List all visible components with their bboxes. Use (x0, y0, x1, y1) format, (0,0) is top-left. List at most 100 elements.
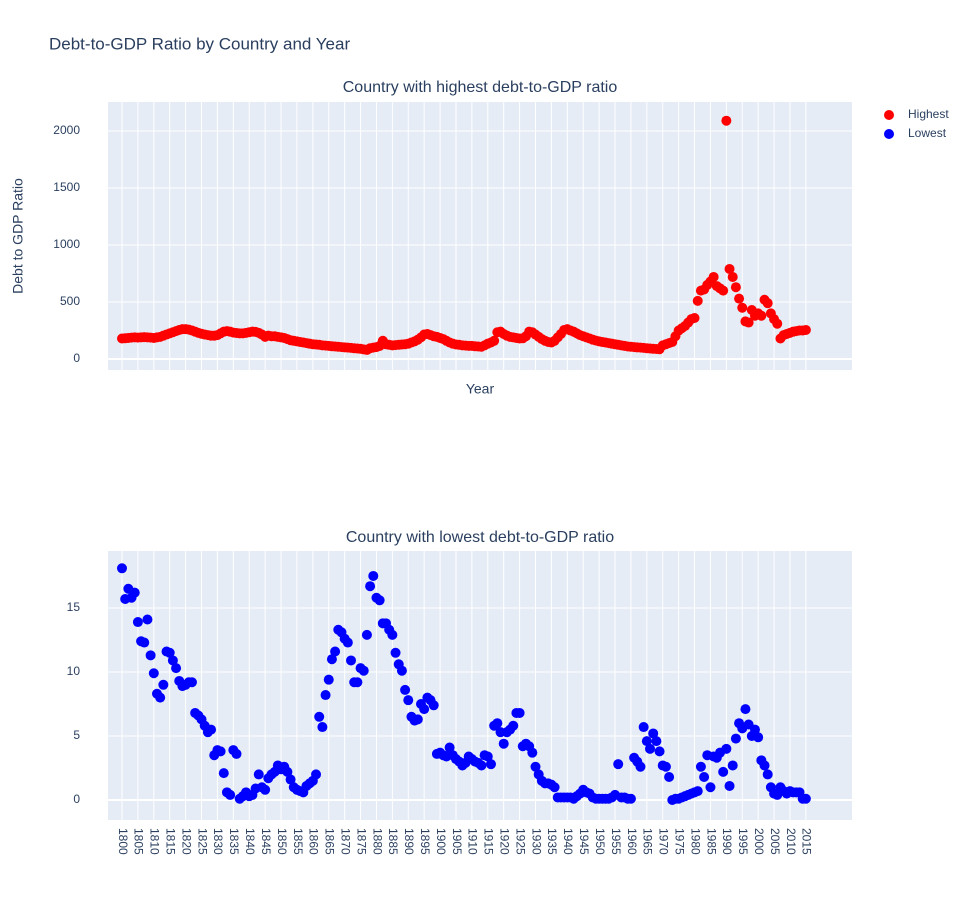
y-tick-label: 10 (67, 664, 81, 678)
data-point (218, 768, 229, 779)
y-tick-label: 1000 (53, 237, 80, 251)
x-tick-label: 1860 (307, 828, 321, 855)
data-point (489, 335, 500, 346)
data-point (641, 736, 652, 747)
x-tick-label: 1815 (164, 828, 178, 855)
data-point (346, 655, 357, 666)
data-point (708, 271, 719, 282)
x-tick-label: 1880 (370, 828, 384, 855)
x-tick-label: 2015 (800, 828, 814, 855)
data-point (444, 742, 455, 753)
x-tick-label: 1845 (259, 828, 273, 855)
data-point (759, 760, 770, 771)
data-point (186, 677, 197, 688)
data-point (749, 724, 760, 735)
data-point (651, 736, 662, 747)
data-point (756, 310, 767, 321)
data-point (737, 302, 748, 313)
x-tick-label: 2010 (784, 828, 798, 855)
data-point (699, 771, 710, 782)
data-point (648, 728, 659, 739)
x-tick-label: 1975 (672, 828, 686, 855)
data-point (625, 793, 636, 804)
x-tick-label: 1820 (179, 828, 193, 855)
x-tick-label: 1915 (482, 828, 496, 855)
data-point (285, 774, 296, 785)
data-point (664, 771, 675, 782)
x-tick-label: 1825 (195, 828, 209, 855)
data-point (164, 647, 175, 658)
x-tick-label: 1970 (657, 828, 671, 855)
x-tick-label: 1875 (354, 828, 368, 855)
data-point (206, 724, 217, 735)
x-tick-label: 1930 (529, 828, 543, 855)
data-point (724, 780, 735, 791)
data-point (314, 711, 325, 722)
legend-label: Highest (908, 107, 949, 121)
data-point (724, 263, 735, 274)
data-point (527, 747, 538, 758)
x-tick-label: 2000 (752, 828, 766, 855)
data-point (158, 679, 169, 690)
data-point (692, 786, 703, 797)
data-point (253, 769, 264, 780)
legend-label: Lowest (908, 126, 947, 140)
legend-marker (884, 129, 894, 139)
y-tick-label: 5 (73, 728, 80, 742)
data-point (361, 629, 372, 640)
x-tick-label: 1995 (736, 828, 750, 855)
data-point (762, 298, 773, 309)
y-tick-label: 500 (60, 294, 80, 308)
data-point (231, 748, 242, 759)
data-point (485, 759, 496, 770)
y-axis-title: Debt to GDP Ratio (10, 178, 26, 294)
data-point (514, 707, 525, 718)
data-point (167, 655, 178, 666)
plot-area (108, 102, 852, 370)
data-point (330, 646, 341, 657)
data-point (171, 663, 182, 674)
data-point (482, 751, 493, 762)
x-tick-label: 1890 (402, 828, 416, 855)
data-point (740, 704, 751, 715)
data-point (419, 704, 430, 715)
x-tick-label: 1990 (720, 828, 734, 855)
x-tick-label: 1920 (498, 828, 512, 855)
x-tick-label: 1810 (148, 828, 162, 855)
data-point (692, 295, 703, 306)
data-point (734, 293, 745, 304)
x-tick-label: 1850 (275, 828, 289, 855)
data-point (390, 647, 401, 658)
data-point (654, 746, 665, 757)
data-point (762, 769, 773, 780)
data-point (660, 761, 671, 772)
data-point (215, 746, 226, 757)
y-tick-label: 1500 (53, 180, 80, 194)
data-point (400, 684, 411, 695)
data-point (374, 595, 385, 606)
x-tick-label: 1935 (545, 828, 559, 855)
data-point (635, 761, 646, 772)
data-point (365, 581, 376, 592)
x-tick-label: 1965 (641, 828, 655, 855)
x-tick-label: 1840 (243, 828, 257, 855)
y-tick-label: 2000 (53, 123, 80, 137)
x-tick-label: 1905 (450, 828, 464, 855)
x-tick-label: 1805 (132, 828, 146, 855)
data-point (326, 654, 337, 665)
x-tick-label: 1925 (513, 828, 527, 855)
data-point (148, 668, 159, 679)
x-tick-label: 1985 (704, 828, 718, 855)
data-point (358, 665, 369, 676)
data-point (311, 769, 322, 780)
x-tick-label: 1960 (625, 828, 639, 855)
data-point (116, 563, 127, 574)
data-point (428, 700, 439, 711)
data-point (142, 614, 153, 625)
data-point (412, 714, 423, 725)
data-point (705, 782, 716, 793)
data-point (320, 690, 331, 701)
x-tick-label: 1830 (211, 828, 225, 855)
data-point (323, 674, 334, 685)
